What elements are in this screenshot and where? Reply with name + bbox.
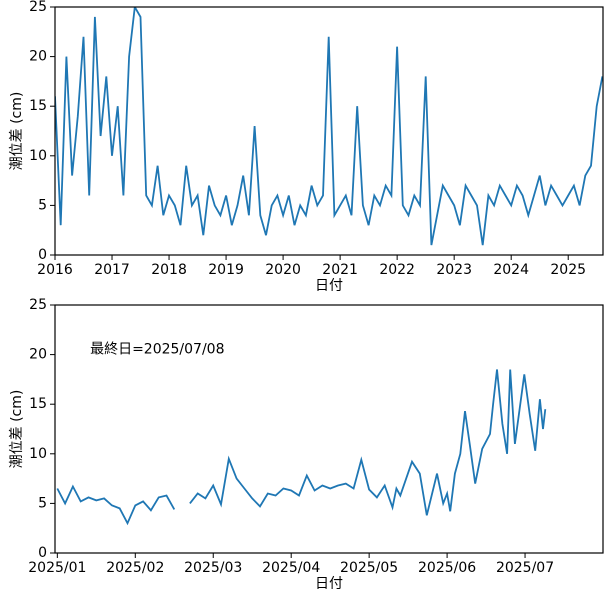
x-tick-label: 2025/01	[28, 560, 86, 576]
x-axis-label: 日付	[315, 278, 343, 294]
y-tick-label: 5	[38, 197, 47, 213]
x-tick-label: 2025/07	[496, 560, 554, 576]
x-tick-label: 2017	[94, 262, 130, 278]
plot-frame	[54, 6, 604, 256]
x-tick-label: 2019	[208, 262, 244, 278]
x-tick-label: 2025/04	[262, 560, 320, 576]
y-tick-label: 10	[29, 148, 47, 164]
y-tick-label: 10	[29, 446, 47, 462]
x-tick-label: 2023	[436, 262, 472, 278]
x-tick-label: 2025/02	[106, 560, 164, 576]
y-tick-label: 5	[38, 495, 47, 511]
x-tick-label: 2025/03	[184, 560, 242, 576]
data-line	[56, 484, 176, 526]
y-tick-label: 25	[29, 0, 47, 15]
y-tick-label: 20	[29, 347, 47, 363]
x-axis-label: 日付	[315, 576, 343, 592]
x-tick-label: 2025/06	[418, 560, 476, 576]
y-tick-label: 25	[29, 297, 47, 313]
x-tick-label: 2022	[379, 262, 415, 278]
x-tick-label: 2016	[37, 262, 73, 278]
x-tick-label: 2018	[151, 262, 187, 278]
y-axis-label: 潮位差 (cm)	[9, 92, 25, 171]
y-tick-label: 15	[29, 396, 47, 412]
annotation: 最終日=2025/07/08	[90, 342, 224, 358]
y-tick-label: 15	[29, 98, 47, 114]
y-tick-label: 0	[38, 545, 47, 561]
plot-frame	[54, 304, 604, 554]
x-tick-label: 2020	[265, 262, 301, 278]
x-tick-label: 2024	[493, 262, 529, 278]
x-tick-label: 2021	[322, 262, 358, 278]
y-tick-label: 20	[29, 49, 47, 65]
y-tick-label: 0	[38, 247, 47, 263]
y-axis-label: 潮位差 (cm)	[9, 390, 25, 469]
data-line	[189, 369, 547, 516]
x-tick-label: 2025	[550, 262, 586, 278]
data-line	[55, 7, 603, 246]
x-tick-label: 2025/05	[340, 560, 398, 576]
